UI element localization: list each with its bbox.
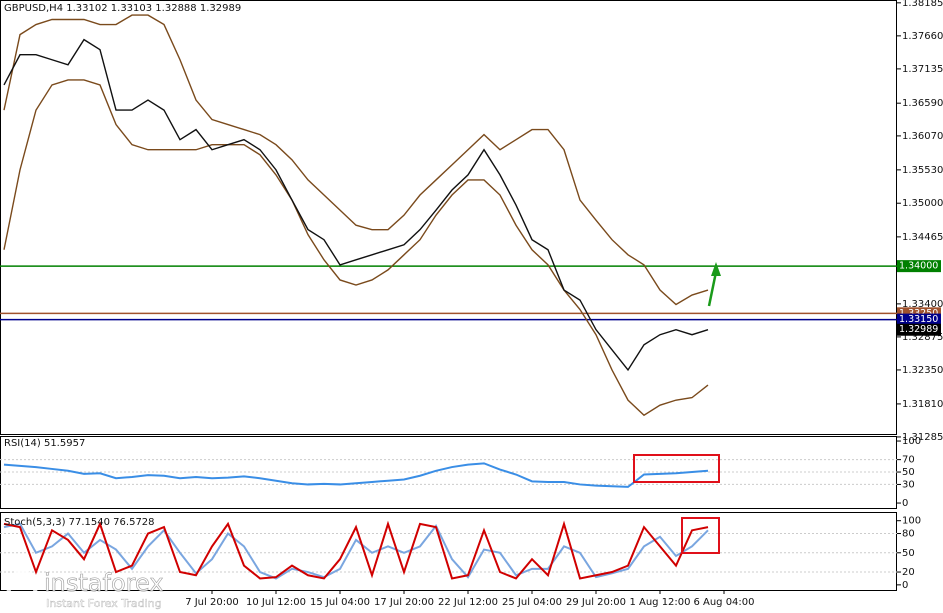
y-tick-label: 80 — [902, 529, 915, 540]
y-tick-label: 0 — [902, 580, 908, 591]
level-label: 1.34000 — [899, 261, 938, 272]
y-tick-label: 100 — [902, 516, 921, 527]
x-tick-label: 7 Jul 20:00 — [185, 597, 239, 608]
watermark: instaforex Instant Forex Trading — [6, 569, 164, 610]
series-line — [3, 522, 709, 580]
y-tick-label: 30 — [902, 479, 915, 490]
y-tick-label: 50 — [902, 548, 915, 559]
series-line — [3, 14, 709, 306]
x-tick-label: 29 Jul 20:00 — [566, 597, 626, 608]
y-tick-label: 1.36590 — [902, 98, 943, 109]
main-title: GBPUSD,H4 1.33102 1.33103 1.32888 1.3298… — [4, 3, 241, 14]
x-tick-label: 1 Aug 12:00 — [629, 597, 690, 608]
level-label: 1.33150 — [899, 314, 938, 325]
level-label-box — [897, 313, 941, 326]
tagline: Instant Forex Trading — [46, 597, 162, 610]
x-tick-label: 17 Jul 20:00 — [374, 597, 434, 608]
series-line — [3, 462, 709, 488]
x-tick-label: 25 Jul 04:00 — [502, 597, 562, 608]
y-tick-label: 1.37135 — [902, 64, 943, 75]
y-tick-label: 1.32875 — [902, 332, 943, 343]
level-label: 1.32989 — [899, 324, 938, 335]
y-tick-label: 1.32350 — [902, 365, 943, 376]
y-tick-label: 1.31810 — [902, 399, 943, 410]
stoch-frame — [0, 512, 897, 591]
series-line — [3, 79, 709, 417]
y-tick-label: 1.33400 — [902, 299, 943, 310]
y-tick-label: 100 — [902, 436, 921, 447]
highlight-box — [633, 454, 720, 483]
series-line — [3, 520, 709, 580]
y-tick-label: 20 — [902, 567, 915, 578]
level-label: 1.33250 — [899, 308, 938, 319]
y-tick-label: 1.38185 — [902, 0, 943, 9]
logo — [6, 570, 38, 602]
stoch-title: Stoch(5,3,3) 77.1540 76.5728 — [4, 517, 155, 528]
y-tick-label: 1.35530 — [902, 165, 943, 176]
rsi-title: RSI(14) 51.5957 — [4, 438, 85, 449]
y-tick-label: 1.37660 — [902, 31, 943, 42]
x-tick-label: 6 Aug 04:00 — [693, 597, 754, 608]
y-tick-label: 0 — [902, 498, 908, 509]
y-tick-label: 70 — [902, 455, 915, 466]
brand: instaforex — [44, 569, 164, 597]
y-tick-label: 1.35000 — [902, 198, 943, 209]
x-tick-label: 22 Jul 12:00 — [438, 597, 498, 608]
x-tick-label: 10 Jul 12:00 — [246, 597, 306, 608]
arrow-shaft — [707, 271, 718, 307]
arrow-head — [711, 262, 721, 276]
y-tick-label: 1.34465 — [902, 232, 943, 243]
series-line — [3, 38, 709, 372]
level-label-box — [897, 323, 941, 336]
highlight-box — [681, 517, 720, 554]
y-tick-label: 1.31285 — [902, 432, 943, 443]
level-label-box — [897, 260, 941, 273]
main-frame — [0, 0, 897, 435]
y-tick-label: 50 — [902, 467, 915, 478]
x-tick-label: 15 Jul 04:00 — [310, 597, 370, 608]
y-tick-label: 1.36070 — [902, 131, 943, 142]
